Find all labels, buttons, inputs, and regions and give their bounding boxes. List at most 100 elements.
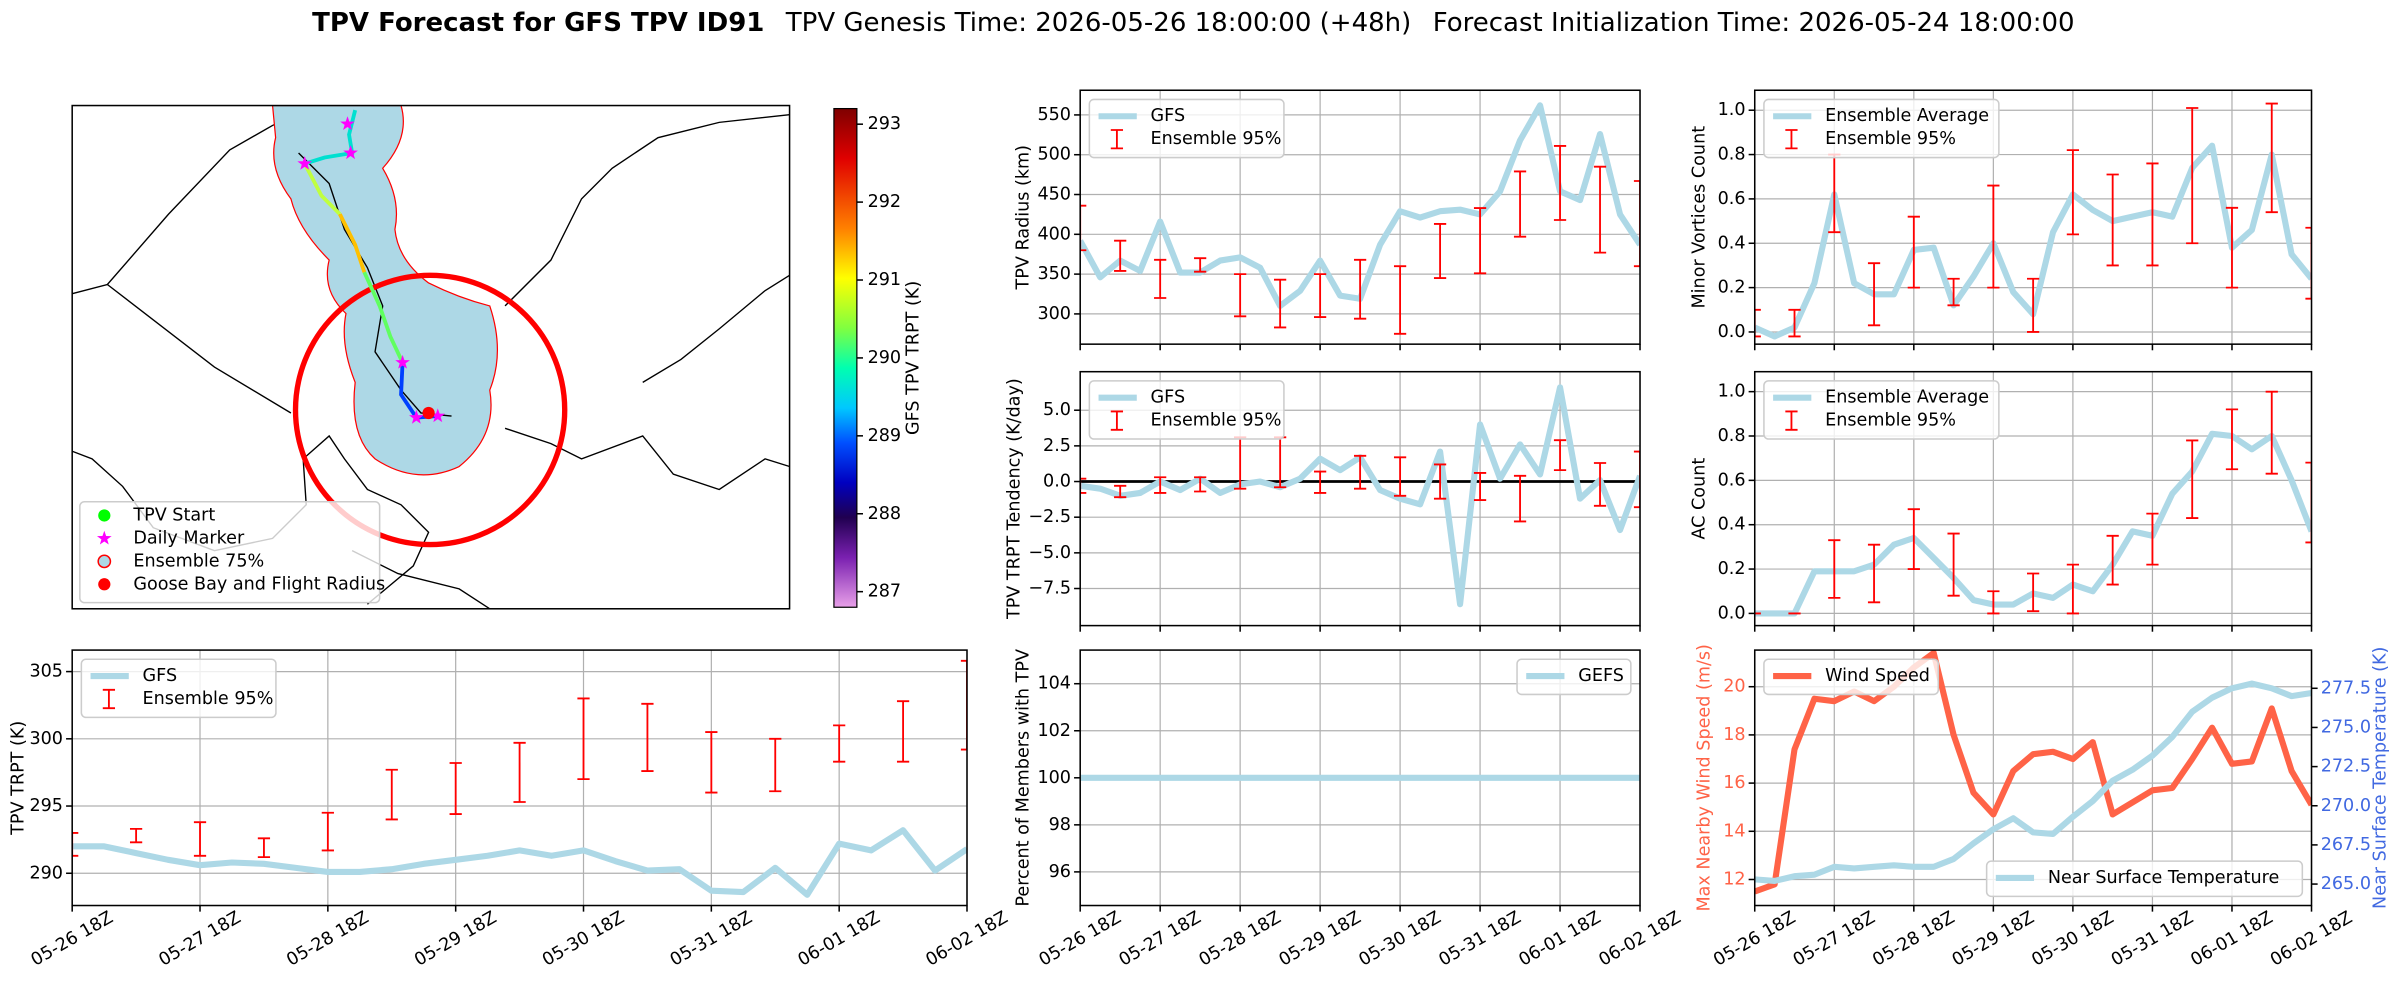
error-bar bbox=[1114, 484, 1127, 499]
error-bar bbox=[1947, 532, 1960, 597]
y-axis-label: TPV Radius (km) bbox=[1014, 145, 1034, 291]
error-bar bbox=[833, 724, 846, 763]
error-bar bbox=[1754, 308, 1761, 338]
legend-label: Ensemble Average bbox=[1825, 106, 1989, 126]
x-tick-label: 05-30 18Z bbox=[2028, 908, 2117, 971]
plot-frame bbox=[1753, 89, 2313, 345]
error-bar bbox=[1194, 257, 1207, 273]
legend-label: Near Surface Temperature bbox=[2048, 868, 2279, 888]
coastline bbox=[298, 152, 452, 417]
error-bar bbox=[960, 659, 968, 751]
y-axis-label: Minor Vortices Count bbox=[1690, 126, 1710, 309]
y-tick-label: 300 bbox=[29, 729, 63, 749]
x-tick-label: 05-26 18Z bbox=[1036, 908, 1125, 971]
legend-label: Ensemble 95% bbox=[1825, 411, 1956, 431]
error-bar bbox=[2305, 461, 2312, 544]
y-axis-label: AC Count bbox=[1690, 458, 1710, 540]
error-bar bbox=[1593, 462, 1607, 507]
legend-label: Goose Bay and Flight Radius bbox=[133, 574, 385, 594]
error-bar bbox=[129, 827, 143, 844]
error-bar bbox=[1314, 470, 1327, 494]
legend-label: Daily Marker bbox=[133, 528, 245, 548]
error-bar bbox=[1633, 180, 1641, 268]
x-tick-label: 06-01 18Z bbox=[795, 908, 884, 971]
y-tick-label: 0.2 bbox=[1718, 278, 1746, 298]
x-tick-label: 05-29 18Z bbox=[1949, 908, 2038, 971]
y-axis-label: TPV TRPT Tendency (K/day) bbox=[1004, 378, 1024, 620]
error-bar bbox=[1473, 207, 1487, 275]
y2-tick-label: 275.0 bbox=[2321, 717, 2371, 737]
legend-label: TPV Start bbox=[132, 505, 215, 525]
error-bar bbox=[321, 811, 334, 852]
error-bar bbox=[2186, 439, 2199, 519]
error-bar bbox=[1353, 454, 1367, 490]
legend-label: Wind Speed bbox=[1825, 666, 1930, 686]
error-bar bbox=[1194, 476, 1207, 493]
error-bar bbox=[641, 702, 654, 772]
y-tick-label: 0.0 bbox=[1043, 472, 1071, 492]
plot-frame bbox=[1753, 649, 2313, 907]
error-bar bbox=[1593, 165, 1607, 254]
y-tick-label: 16 bbox=[1723, 773, 1745, 793]
error-bar bbox=[1473, 472, 1487, 501]
x-tick-label: 06-02 18Z bbox=[2267, 908, 2356, 971]
x-tick-label: 05-28 18Z bbox=[1869, 908, 1958, 971]
error-bar bbox=[1353, 258, 1367, 320]
y-axis-label: TPV TRPT (K) bbox=[9, 721, 29, 836]
x-tick-label: 05-29 18Z bbox=[1276, 908, 1365, 971]
plot-frame bbox=[71, 649, 968, 907]
error-bar bbox=[1393, 456, 1407, 497]
legend-label: GFS bbox=[1151, 106, 1186, 126]
y-tick-label: 0.6 bbox=[1718, 470, 1746, 490]
plot-frame bbox=[1079, 649, 1641, 907]
series-group bbox=[1754, 390, 2312, 617]
y2-tick-label: 270.0 bbox=[2321, 796, 2371, 816]
y-tick-label: 550 bbox=[1037, 105, 1071, 125]
legend-label: Ensemble 95% bbox=[1151, 411, 1282, 431]
error-bar bbox=[1080, 477, 1087, 494]
error-bar bbox=[2106, 534, 2119, 586]
error-bar bbox=[896, 700, 910, 763]
y-tick-label: 0.4 bbox=[1718, 515, 1746, 535]
y2-tick-label: 265.0 bbox=[2321, 874, 2371, 894]
x-tick-label: 06-02 18Z bbox=[1596, 908, 1685, 971]
error-bar bbox=[577, 697, 590, 781]
legend bbox=[1088, 380, 1285, 440]
error-bar bbox=[257, 837, 271, 859]
y-tick-label: −7.5 bbox=[1028, 579, 1071, 599]
title-genesis: TPV Genesis Time: 2026-05-26 18:00:00 (+… bbox=[785, 7, 1412, 37]
error-bar bbox=[2225, 408, 2239, 471]
y-tick-label: 500 bbox=[1037, 145, 1071, 165]
y-tick-label: −5.0 bbox=[1028, 543, 1071, 563]
error-bar bbox=[72, 832, 79, 857]
error-bar bbox=[1114, 239, 1127, 272]
x-tick-label: 05-27 18Z bbox=[1790, 908, 1879, 971]
y-tick-label: 2.5 bbox=[1043, 436, 1071, 456]
y-tick-label: 12 bbox=[1723, 869, 1745, 889]
x-tick-label: 05-27 18Z bbox=[156, 908, 245, 971]
y-tick-label: 290 bbox=[29, 863, 63, 883]
legend-label: Ensemble 75% bbox=[133, 551, 264, 571]
y-tick-label: 18 bbox=[1723, 725, 1745, 745]
y-tick-label: 0.8 bbox=[1718, 426, 1746, 446]
legend-marker bbox=[98, 509, 111, 522]
legend-swatch bbox=[1110, 129, 1124, 150]
y-tick-label: 5.0 bbox=[1043, 400, 1071, 420]
y2-tick-label: 272.5 bbox=[2321, 757, 2371, 777]
y-axis-label: Max Nearby Wind Speed (m/s) bbox=[1694, 644, 1714, 911]
x-tick-label: 05-29 18Z bbox=[411, 908, 500, 971]
error-bar bbox=[513, 741, 526, 803]
ensemble-75-area bbox=[271, 105, 499, 476]
legend bbox=[1763, 380, 2000, 440]
legend bbox=[1985, 860, 2304, 898]
error-bar bbox=[2265, 102, 2278, 214]
error-bar bbox=[2225, 206, 2239, 289]
plot-frame bbox=[1079, 370, 1641, 627]
series-line bbox=[72, 827, 968, 898]
error-bar bbox=[1987, 590, 2000, 615]
error-bar bbox=[1393, 265, 1407, 335]
series-line bbox=[1754, 680, 2312, 884]
y-tick-label: 98 bbox=[1049, 815, 1071, 835]
y-tick-label: 450 bbox=[1037, 185, 1071, 205]
